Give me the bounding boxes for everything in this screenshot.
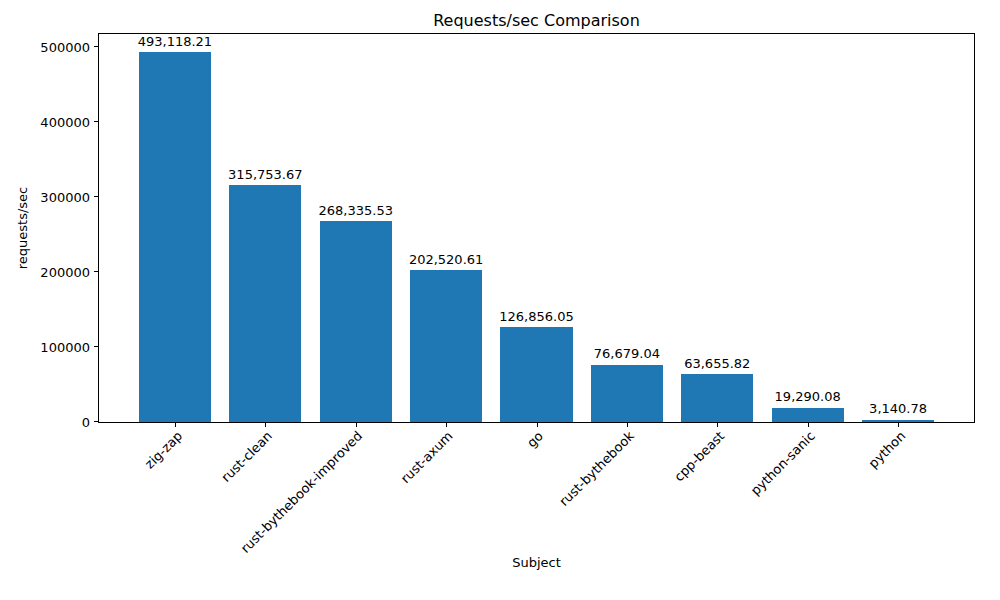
y-axis-tick <box>94 196 98 197</box>
bar-value-label: 493,118.21 <box>138 35 212 49</box>
bar-value-label: 63,655.82 <box>684 357 750 371</box>
x-axis-tick <box>898 423 899 427</box>
requests-per-sec-bar-chart: Requests/sec Comparison 0100000200000300… <box>0 0 1000 600</box>
y-tick-label: 300000 <box>40 191 90 204</box>
x-tick-label: python <box>866 429 908 471</box>
y-axis-tick <box>94 271 98 272</box>
y-axis-label: requests/sec <box>15 187 30 270</box>
y-axis-tick <box>94 121 98 122</box>
bar <box>500 327 572 422</box>
y-axis-tick <box>94 346 98 347</box>
x-axis-tick <box>627 423 628 427</box>
y-tick-label: 100000 <box>40 341 90 354</box>
y-tick-label: 500000 <box>40 41 90 54</box>
bar-value-label: 268,335.53 <box>318 204 392 218</box>
bar <box>772 408 844 422</box>
x-tick-label: rust-clean <box>219 429 275 485</box>
chart-title: Requests/sec Comparison <box>98 11 975 30</box>
x-tick-label: python-sanic <box>748 429 817 498</box>
y-tick-label: 200000 <box>40 266 90 279</box>
bar <box>591 365 663 422</box>
bar <box>229 185 301 422</box>
y-axis-tick <box>94 421 98 422</box>
x-axis-tick <box>808 423 809 427</box>
bar-value-label: 3,140.78 <box>869 402 927 416</box>
bar <box>139 52 211 422</box>
bar <box>320 221 392 422</box>
x-axis-tick <box>356 423 357 427</box>
y-axis-tick <box>94 46 98 47</box>
bar-value-label: 19,290.08 <box>775 390 841 404</box>
bar <box>681 374 753 422</box>
x-tick-label: rust-bythebook <box>557 429 637 509</box>
bar-value-label: 315,753.67 <box>228 168 302 182</box>
y-tick-label: 400000 <box>40 116 90 129</box>
x-axis-tick <box>537 423 538 427</box>
x-axis-label: Subject <box>98 555 975 570</box>
x-axis-tick <box>717 423 718 427</box>
bar <box>410 270 482 422</box>
bar-value-label: 76,679.04 <box>594 347 660 361</box>
x-axis-tick <box>175 423 176 427</box>
x-axis-tick <box>265 423 266 427</box>
x-tick-label: rust-axum <box>399 429 456 486</box>
bar <box>862 420 934 422</box>
plot-area: 0100000200000300000400000500000493,118.2… <box>98 33 975 423</box>
bar-value-label: 126,856.05 <box>499 310 573 324</box>
x-tick-label: cpp-beast <box>672 429 728 485</box>
y-tick-label: 0 <box>82 416 90 429</box>
x-axis-tick <box>446 423 447 427</box>
x-tick-label: zig-zap <box>142 429 185 472</box>
bar-value-label: 202,520.61 <box>409 253 483 267</box>
x-tick-label: go <box>525 429 547 451</box>
